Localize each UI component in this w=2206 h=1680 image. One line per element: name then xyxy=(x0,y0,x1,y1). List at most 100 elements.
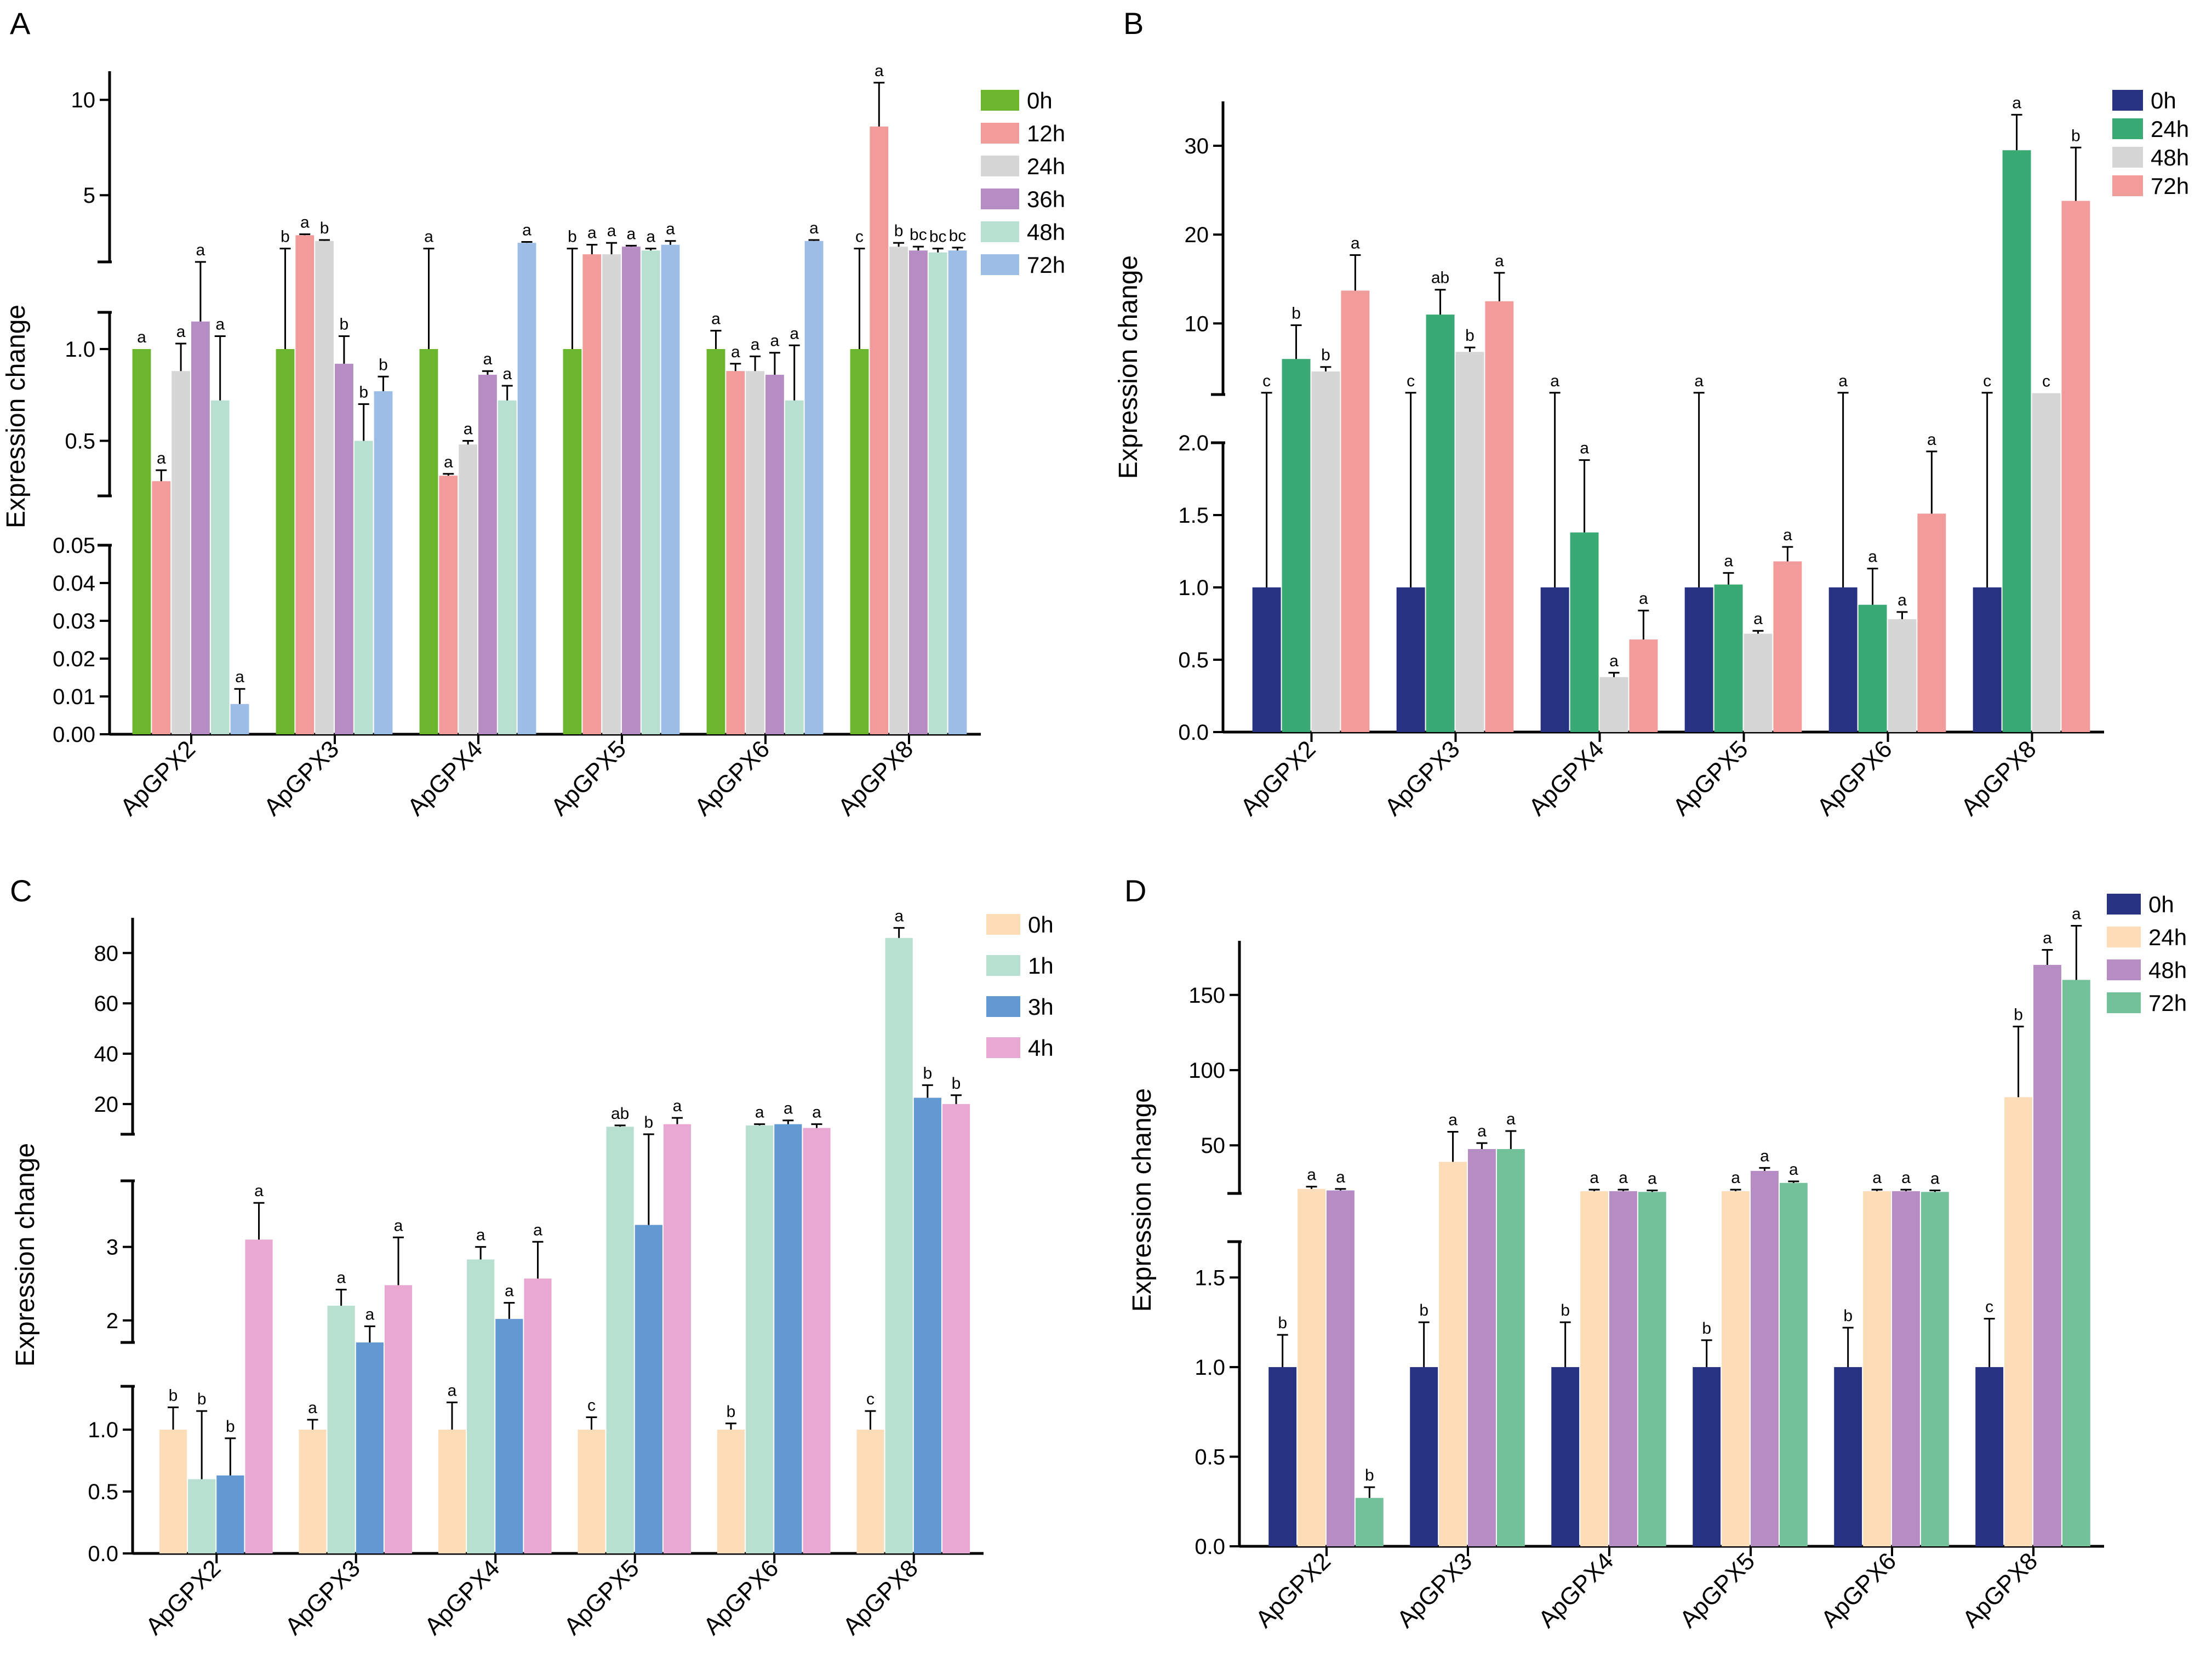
bar xyxy=(765,374,784,734)
significance-label: b xyxy=(169,1386,178,1404)
legend-swatch xyxy=(2107,959,2141,980)
y-tick-label: 10 xyxy=(1185,312,1209,336)
bar xyxy=(335,363,353,734)
significance-label: a xyxy=(505,1282,514,1300)
significance-label: a xyxy=(1868,548,1877,566)
significance-label: b xyxy=(1702,1319,1711,1338)
significance-label: a xyxy=(2043,929,2052,947)
significance-label: b xyxy=(1291,305,1301,323)
x-tick-label: ApGPX2 xyxy=(115,735,201,821)
significance-label: b xyxy=(1321,346,1330,364)
significance-label: c xyxy=(587,1396,596,1414)
bar xyxy=(641,250,660,734)
significance-label: a xyxy=(1898,591,1907,609)
y-tick-label: 100 xyxy=(1188,1059,1225,1083)
significance-label: a xyxy=(607,222,616,240)
y-tick-label: 0.5 xyxy=(88,1480,118,1504)
significance-label: a xyxy=(1731,1169,1740,1187)
bar xyxy=(354,441,373,734)
bar xyxy=(1540,587,1569,732)
bar xyxy=(1268,1367,1297,1546)
x-tick-label: ApGPX3 xyxy=(259,735,344,821)
significance-label: a xyxy=(1838,372,1848,390)
bar xyxy=(563,349,582,734)
significance-label: a xyxy=(812,1104,821,1122)
bar xyxy=(419,349,438,734)
significance-label: a xyxy=(424,228,433,246)
significance-label: a xyxy=(751,335,760,353)
bar xyxy=(1888,619,1917,732)
bar xyxy=(1282,359,1311,732)
significance-label: a xyxy=(1872,1169,1882,1187)
x-tick-label: ApGPX4 xyxy=(1533,1547,1619,1633)
bar xyxy=(524,1278,552,1553)
significance-label: a xyxy=(1336,1168,1345,1186)
significance-label: a xyxy=(448,1381,457,1399)
panel-letter: B xyxy=(1123,6,1144,41)
significance-label: c xyxy=(1262,372,1271,390)
legend-swatch xyxy=(2112,118,2143,139)
x-tick-label: ApGPX2 xyxy=(1236,735,1321,821)
significance-label: a xyxy=(627,225,636,243)
y-tick-label: 1.0 xyxy=(1195,1356,1225,1380)
bar xyxy=(1744,633,1773,732)
x-tick-label: ApGPX5 xyxy=(1674,1547,1760,1633)
significance-label: a xyxy=(196,241,205,259)
bar xyxy=(606,1127,634,1553)
significance-label: a xyxy=(1495,252,1504,270)
y-tick-label: 1.0 xyxy=(65,338,95,362)
significance-label: a xyxy=(157,449,166,467)
significance-label: a xyxy=(894,907,904,925)
bar xyxy=(1973,587,2002,732)
significance-label: ab xyxy=(1431,269,1449,287)
significance-label: a xyxy=(308,1399,317,1417)
x-tick-label: ApGPX6 xyxy=(1812,735,1898,821)
significance-label: a xyxy=(1724,552,1733,570)
legend-swatch xyxy=(2112,175,2143,196)
y-tick-label: 0.5 xyxy=(1195,1445,1225,1469)
y-tick-label: 20 xyxy=(94,1093,119,1117)
bar xyxy=(159,1430,187,1553)
legend-label: 72h xyxy=(2148,990,2187,1016)
bar xyxy=(726,371,745,734)
x-tick-label: ApGPX3 xyxy=(1380,735,1465,821)
significance-label: a xyxy=(1901,1169,1911,1187)
y-tick-label: 3 xyxy=(106,1236,118,1260)
legend-swatch xyxy=(2112,147,2143,168)
x-tick-label: ApGPX6 xyxy=(699,1555,784,1640)
significance-label: a xyxy=(300,214,310,232)
significance-label: a xyxy=(1927,431,1936,449)
x-tick-label: ApGPX6 xyxy=(1816,1547,1901,1633)
bar xyxy=(1863,1191,1891,1546)
bar xyxy=(746,371,764,734)
bar xyxy=(1485,301,1514,732)
y-tick-label: 0.5 xyxy=(65,430,95,454)
bar xyxy=(230,704,249,734)
legend: 0h 24h 48h 72h xyxy=(2107,892,2187,1016)
x-tick-label: ApGPX8 xyxy=(838,1555,923,1640)
significance-label: b xyxy=(1278,1314,1287,1332)
bar xyxy=(384,1285,413,1553)
y-tick-label: 1.5 xyxy=(1178,504,1209,528)
significance-label: b xyxy=(727,1403,736,1421)
bar xyxy=(1298,1188,1325,1546)
significance-label: a xyxy=(673,1097,682,1115)
significance-label: c xyxy=(1407,372,1415,390)
legend-label: 0h xyxy=(1028,912,1054,938)
significance-label: b xyxy=(320,219,329,237)
significance-label: b xyxy=(281,228,290,246)
bar xyxy=(315,241,334,735)
bar xyxy=(582,254,602,735)
bar xyxy=(885,938,913,1553)
significance-label: c xyxy=(855,228,864,246)
bar xyxy=(1355,1498,1384,1546)
y-tick-label: 0.03 xyxy=(53,609,95,633)
bar xyxy=(467,1259,495,1553)
significance-label: c xyxy=(1985,1298,1993,1316)
legend-swatch xyxy=(981,188,1019,209)
legend-swatch xyxy=(2107,992,2141,1013)
y-tick-label: 1.0 xyxy=(1178,576,1209,600)
significance-label: a xyxy=(1753,610,1763,628)
bar xyxy=(1921,1192,1949,1546)
